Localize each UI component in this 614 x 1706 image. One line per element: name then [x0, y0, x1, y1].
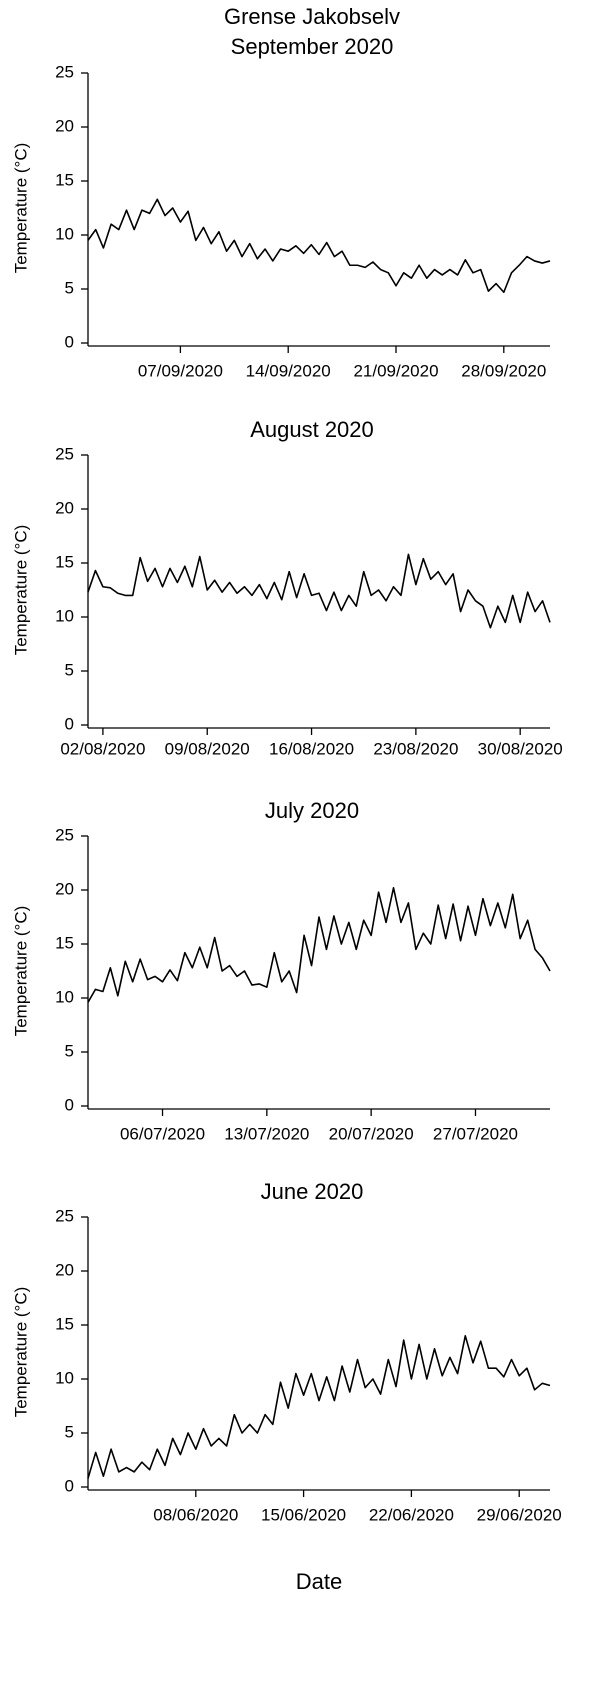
- x-axis-label: Date: [296, 1569, 342, 1594]
- y-tick-label: 0: [65, 332, 74, 351]
- y-tick-label: 25: [55, 825, 74, 844]
- y-tick-label: 0: [65, 714, 74, 733]
- x-tick-label: 30/08/2020: [478, 739, 563, 758]
- y-tick-label: 0: [65, 1095, 74, 1114]
- x-tick-label: 21/09/2020: [353, 361, 438, 380]
- y-tick-label: 5: [65, 1422, 74, 1441]
- chart-title: June 2020: [261, 1179, 364, 1204]
- x-tick-label: 28/09/2020: [461, 361, 546, 380]
- x-tick-label: 22/06/2020: [369, 1505, 454, 1524]
- y-axis-label: Temperature (°C): [11, 143, 30, 274]
- y-axis-label: Temperature (°C): [11, 906, 30, 1037]
- y-tick-label: 25: [55, 62, 74, 81]
- y-tick-label: 20: [55, 116, 74, 135]
- y-tick-label: 15: [55, 552, 74, 571]
- x-tick-label: 08/06/2020: [153, 1505, 238, 1524]
- x-tick-label: 16/08/2020: [269, 739, 354, 758]
- y-tick-label: 15: [55, 170, 74, 189]
- y-tick-label: 20: [55, 498, 74, 517]
- y-tick-label: 20: [55, 1260, 74, 1279]
- y-tick-label: 20: [55, 879, 74, 898]
- y-tick-label: 5: [65, 1041, 74, 1060]
- chart-title: July 2020: [265, 798, 359, 823]
- x-tick-label: 29/06/2020: [477, 1505, 562, 1524]
- y-tick-label: 0: [65, 1476, 74, 1495]
- x-tick-label: 20/07/2020: [329, 1124, 414, 1143]
- x-tick-label: 02/08/2020: [60, 739, 145, 758]
- x-tick-label: 23/08/2020: [373, 739, 458, 758]
- y-tick-label: 10: [55, 987, 74, 1006]
- y-tick-label: 5: [65, 278, 74, 297]
- temperature-line: [87, 887, 551, 1003]
- temperature-line: [87, 553, 551, 629]
- x-tick-label: 15/06/2020: [261, 1505, 346, 1524]
- x-tick-label: 14/09/2020: [246, 361, 331, 380]
- y-tick-label: 25: [55, 1206, 74, 1225]
- y-tick-label: 10: [55, 606, 74, 625]
- y-tick-label: 15: [55, 933, 74, 952]
- y-tick-label: 15: [55, 1314, 74, 1333]
- y-tick-label: 10: [55, 224, 74, 243]
- y-axis-label: Temperature (°C): [11, 525, 30, 656]
- x-tick-label: 07/09/2020: [138, 361, 223, 380]
- temperature-line: [87, 1335, 551, 1479]
- temperature-line: [87, 198, 551, 294]
- x-tick-label: 13/07/2020: [224, 1124, 309, 1143]
- x-tick-label: 09/08/2020: [165, 739, 250, 758]
- y-axis-label: Temperature (°C): [11, 1287, 30, 1418]
- x-tick-label: 27/07/2020: [433, 1124, 518, 1143]
- x-tick-label: 06/07/2020: [120, 1124, 205, 1143]
- chart-title: August 2020: [250, 417, 374, 442]
- y-tick-label: 10: [55, 1368, 74, 1387]
- chart-title: September 2020: [231, 34, 394, 59]
- y-tick-label: 5: [65, 660, 74, 679]
- figure-title: Grense Jakobselv: [224, 4, 400, 29]
- y-tick-label: 25: [55, 444, 74, 463]
